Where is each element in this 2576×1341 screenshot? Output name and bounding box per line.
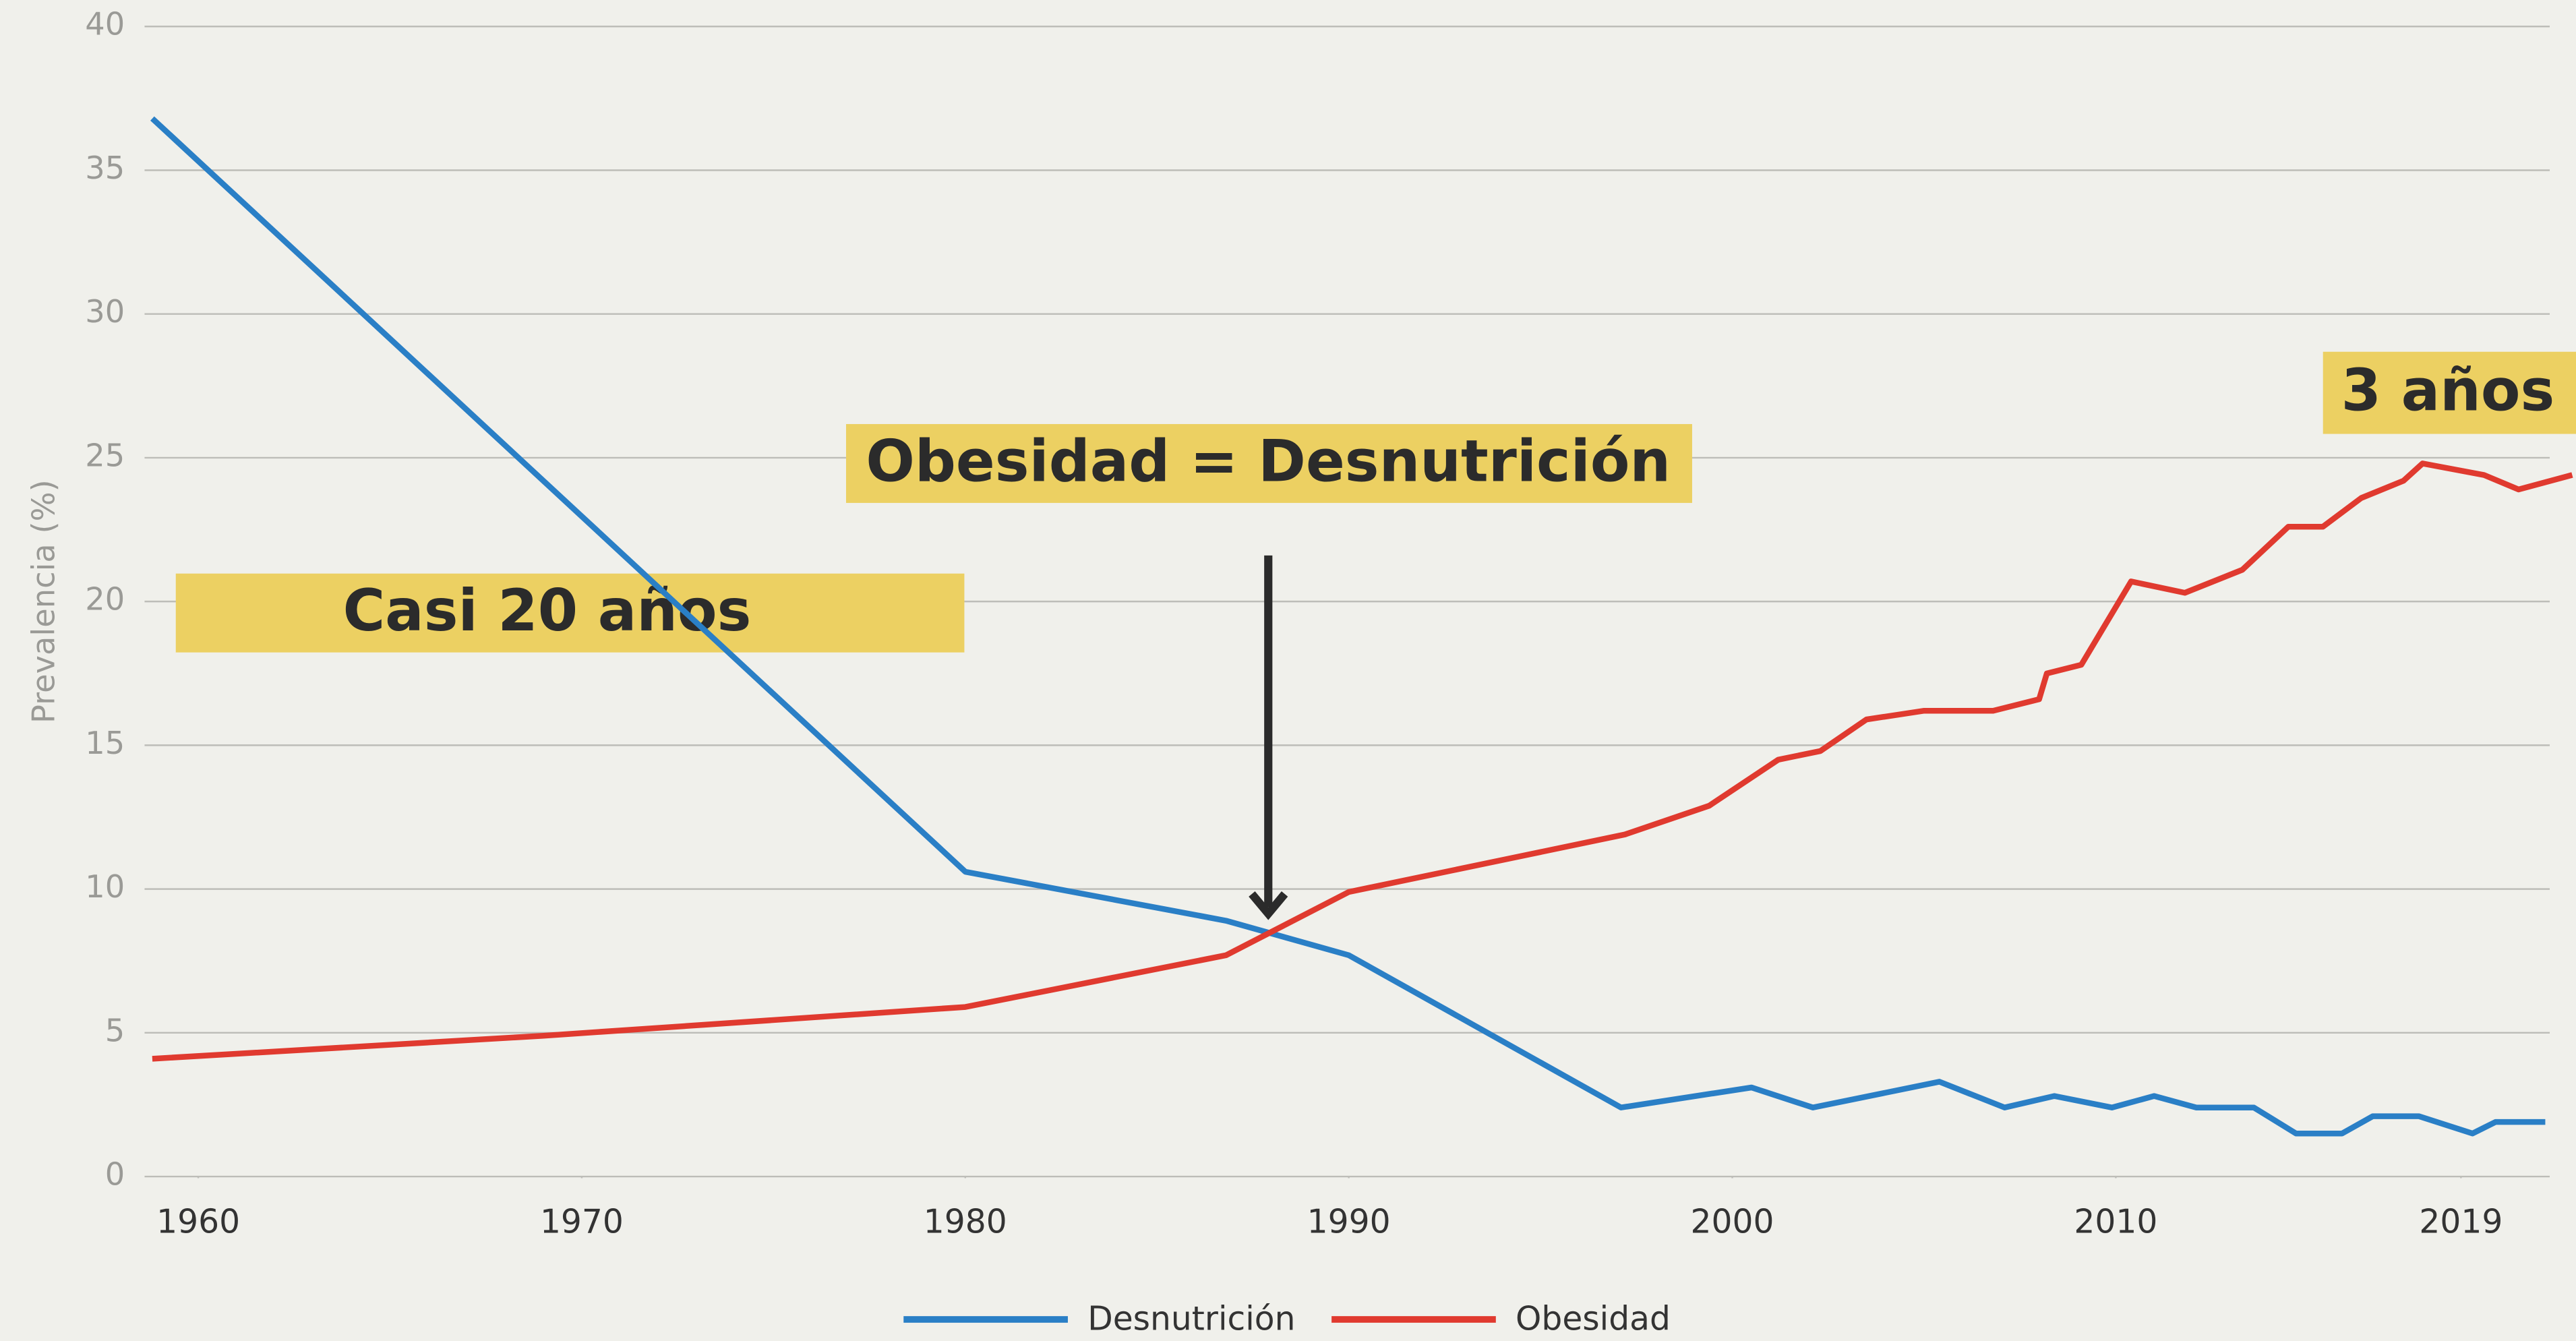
arrow-head (1249, 891, 1288, 920)
annotation: Obesidad = Desnutrición (866, 428, 1671, 495)
line-series (150, 116, 2546, 1137)
y-tick-label: 25 (85, 437, 125, 473)
x-tick-label: 1970 (540, 1203, 624, 1241)
annotation: 3 años (2341, 358, 2555, 425)
y-tick-label: 0 (105, 1156, 125, 1193)
legend-label: Obesidad (1516, 1300, 1671, 1338)
y-tick-label: 30 (85, 293, 125, 330)
y-tick-label: 10 (85, 868, 125, 905)
y-tick-label: 40 (85, 6, 125, 42)
y-axis-label: Prevalencia (%) (26, 479, 62, 723)
legend-label: Desnutrición (1087, 1300, 1295, 1338)
annotation-box (2323, 351, 2576, 434)
x-tick-label: 1990 (1307, 1203, 1391, 1241)
x-tick-label: 2010 (2074, 1203, 2157, 1241)
x-tick-label: 2000 (1691, 1203, 1774, 1241)
annotation-box (845, 423, 1692, 503)
annotation: Casi 20 años (343, 578, 752, 645)
y-tick-label: 20 (85, 581, 125, 618)
annotation-box (175, 573, 965, 653)
x-tick-label: 2019 (2419, 1203, 2503, 1241)
line-series (152, 460, 2573, 1062)
y-tick-label: 5 (105, 1012, 125, 1048)
x-tick-label: 1980 (924, 1203, 1007, 1241)
y-tick-label: 35 (85, 150, 125, 186)
x-tick-label: 1960 (156, 1203, 240, 1241)
y-tick-label: 15 (85, 725, 125, 761)
